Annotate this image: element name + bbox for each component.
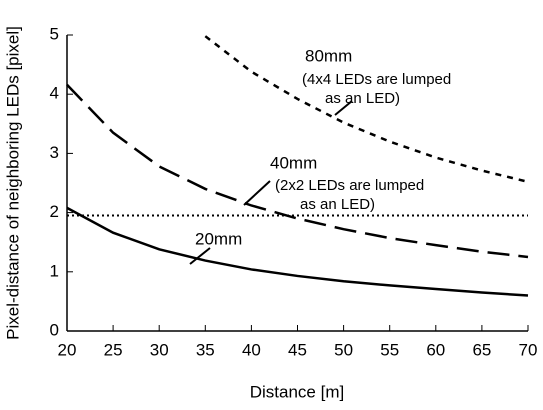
x-tick-label: 45 [288,340,307,359]
series-label: 80mm [305,46,352,65]
leader-line [189,247,211,265]
y-axis-label: Pixel-distance of neighboring LEDs [pixe… [3,26,22,340]
y-tick-label: 4 [50,84,59,103]
annotation: as an LED) [325,90,400,107]
y-tick-label: 5 [50,24,59,43]
series-line [204,35,529,184]
annotation: (4x4 LEDs are lumped [302,71,451,88]
annotation: as an LED) [300,196,375,213]
x-tick-label: 40 [242,340,261,359]
x-tick-label: 50 [334,340,353,359]
x-axis-label: Distance [m] [250,382,344,401]
y-tick-label: 0 [50,320,59,339]
y-tick-label: 1 [50,261,59,280]
series-label: 20mm [195,229,242,248]
x-tick-label: 30 [150,340,169,359]
x-tick-label: 25 [104,340,123,359]
series-line [66,206,529,297]
leader-line [334,100,353,116]
series-label: 40mm [270,153,317,172]
x-tick-label: 20 [58,340,77,359]
x-tick-label: 70 [519,340,538,359]
y-tick-label: 3 [50,143,59,162]
x-tick-label: 35 [196,340,215,359]
leader-line [243,180,271,206]
y-tick-label: 2 [50,202,59,221]
x-tick-label: 65 [472,340,491,359]
series-line [66,83,529,259]
x-tick-label: 60 [426,340,445,359]
annotation: (2x2 LEDs are lumped [275,177,424,194]
x-tick-label: 55 [380,340,399,359]
